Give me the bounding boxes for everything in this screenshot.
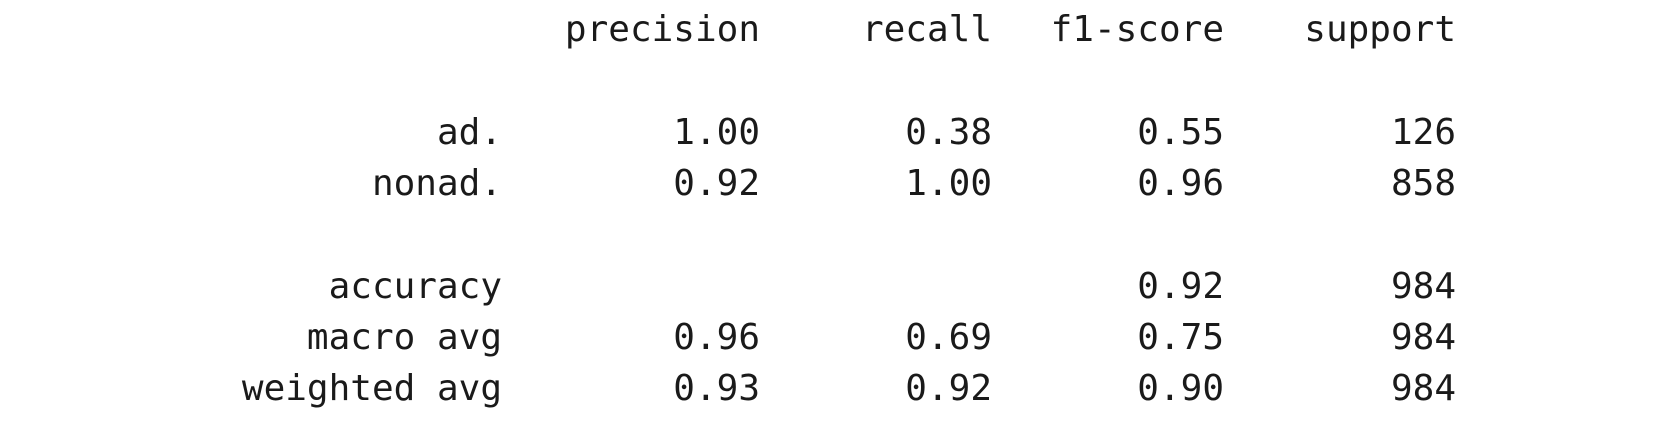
row-ad-f1: 0.55 [1137,112,1224,153]
row-macro-avg-support: 984 [1390,317,1456,358]
row-nonad-f1: 0.96 [1137,163,1224,204]
row-weighted-avg-support: 984 [1390,368,1456,409]
row-ad-support: 126 [1390,112,1456,153]
row-nonad-support: 858 [1390,163,1456,204]
row-accuracy-support: 984 [1390,266,1456,307]
row-label-macro-avg: macro avg [306,317,502,358]
row-weighted-avg-f1: 0.90 [1137,368,1224,409]
header-recall: recall [861,9,992,50]
row-label-nonad: nonad. [371,163,502,204]
row-label-weighted-avg: weighted avg [241,368,502,409]
row-macro-avg-recall: 0.69 [905,317,992,358]
header-support: support [1304,9,1456,50]
row-label-accuracy: accuracy [328,266,502,307]
row-label-ad: ad. [436,112,502,153]
row-macro-avg-f1: 0.75 [1137,317,1224,358]
header-precision: precision [564,9,760,50]
row-weighted-avg-precision: 0.93 [673,368,760,409]
row-nonad-precision: 0.92 [673,163,760,204]
row-ad-precision: 1.00 [673,112,760,153]
row-ad-recall: 0.38 [905,112,992,153]
row-macro-avg-precision: 0.96 [673,317,760,358]
row-accuracy-f1: 0.92 [1137,266,1224,307]
row-weighted-avg-recall: 0.92 [905,368,992,409]
header-f1-score: f1-score [1050,9,1224,50]
row-nonad-recall: 1.00 [905,163,992,204]
